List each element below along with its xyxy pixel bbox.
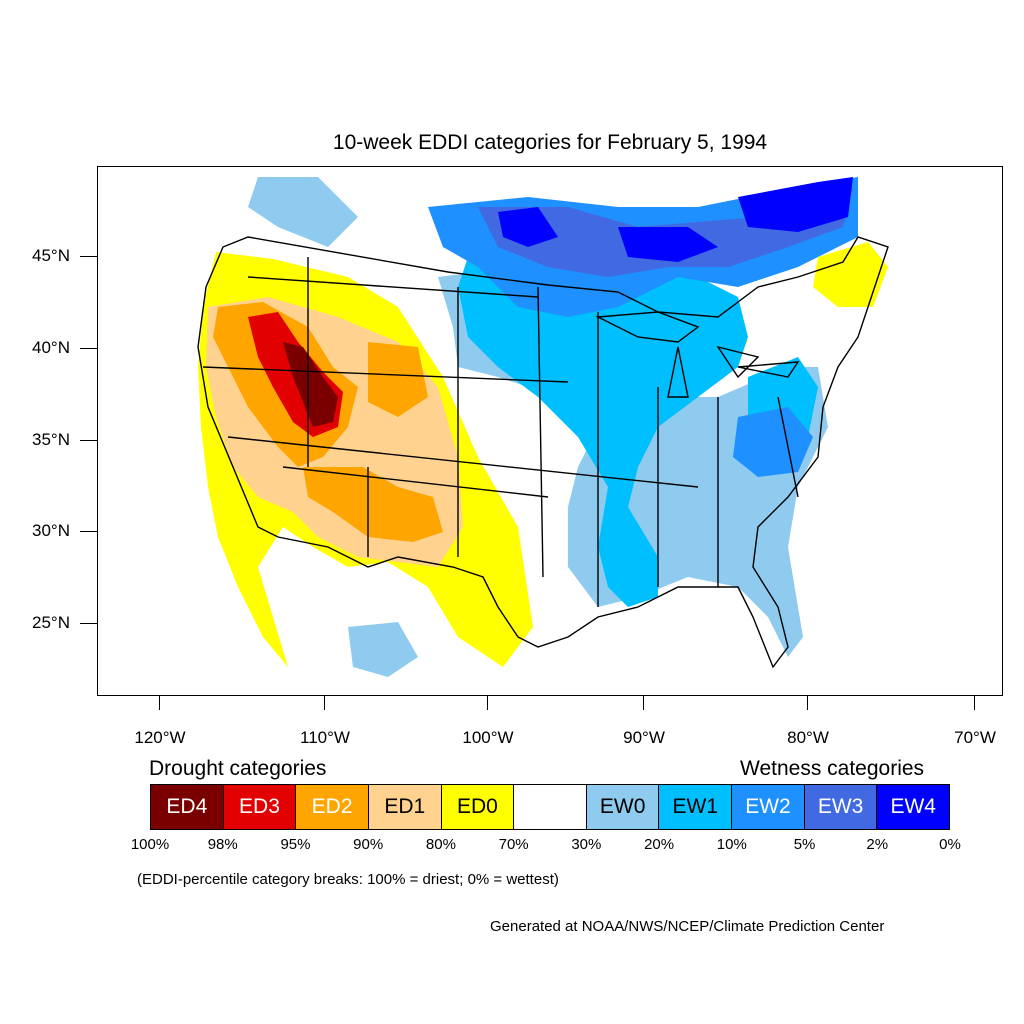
legend-color-bar: ED4 ED3 ED2 ED1 ED0 EW0 EW1 EW2 EW3 EW4 (150, 784, 950, 830)
ed4-region (283, 342, 338, 427)
lat-label-35: 35°N (32, 430, 70, 449)
drought-categories-heading: Drought categories (149, 757, 327, 780)
percentile-label: 30% (571, 836, 602, 853)
legend-swatch: EW4 (877, 785, 950, 829)
lon-label-70: 70°W (954, 728, 996, 747)
ew4-region (498, 177, 853, 262)
lat-label-25: 25°N (32, 613, 70, 632)
lon-label-90: 90°W (623, 728, 665, 747)
percentile-label: 95% (280, 836, 311, 853)
category-breaks-note: (EDDI-percentile category breaks: 100% =… (137, 871, 559, 888)
legend-swatch: ED4 (151, 785, 224, 829)
percentile-label: 98% (207, 836, 238, 853)
percentile-label: 80% (425, 836, 456, 853)
lat-label-40: 40°N (32, 338, 70, 357)
lat-tick (80, 531, 97, 532)
lat-label-30: 30°N (32, 521, 70, 540)
ew2-region-appalachia (733, 407, 813, 477)
legend-swatch (514, 785, 587, 829)
credit-line: Generated at NOAA/NWS/NCEP/Climate Predi… (490, 918, 885, 935)
ew0-region-mexico (348, 622, 418, 677)
legend-swatch: EW1 (659, 785, 733, 829)
percentile-label: 5% (793, 836, 816, 853)
ed0-region-northeast (813, 242, 888, 307)
legend-swatch: EW0 (586, 785, 660, 829)
wetness-categories-heading: Wetness categories (740, 757, 925, 780)
percentile-label: 100% (130, 836, 170, 853)
lon-tick (643, 696, 644, 710)
legend-swatch: ED2 (296, 785, 369, 829)
lon-label-80: 80°W (787, 728, 829, 747)
percentile-label: 70% (498, 836, 529, 853)
eddi-map (197, 177, 889, 677)
ed0-region-texas (458, 562, 523, 652)
lon-tick (974, 696, 975, 710)
map-title: 10-week EDDI categories for February 5, … (332, 131, 768, 154)
percentile-label: 20% (644, 836, 675, 853)
lon-label-100: 100°W (462, 728, 514, 747)
lon-label-120: 120°W (134, 728, 186, 747)
ed2-region-colorado (368, 342, 428, 417)
lon-tick (807, 696, 808, 710)
us-outline (197, 236, 889, 669)
percentile-label: 90% (353, 836, 384, 853)
legend-swatch: EW3 (804, 785, 878, 829)
percentile-label: 2% (866, 836, 889, 853)
lat-tick (80, 348, 97, 349)
legend-swatch: ED3 (223, 785, 297, 829)
lat-label-45: 45°N (32, 246, 70, 265)
lat-tick (80, 256, 97, 257)
lat-tick (80, 623, 97, 624)
lon-label-110: 110°W (300, 728, 350, 747)
boundary-lines (197, 236, 889, 669)
legend-swatch: ED0 (441, 785, 515, 829)
lon-tick (487, 696, 488, 710)
wetness-regions (248, 177, 858, 677)
lon-tick (324, 696, 325, 710)
lon-tick (159, 696, 160, 710)
state-lines (202, 257, 799, 607)
legend-swatch: ED1 (368, 785, 442, 829)
percentile-label: 10% (716, 836, 747, 853)
ew0-region-north (248, 177, 358, 247)
lat-tick (80, 440, 97, 441)
legend-swatch: EW2 (732, 785, 805, 829)
ed2-region-southwest (303, 467, 443, 542)
percentile-label: 0% (939, 836, 961, 853)
great-lakes (595, 311, 800, 398)
map-frame (97, 166, 1003, 696)
